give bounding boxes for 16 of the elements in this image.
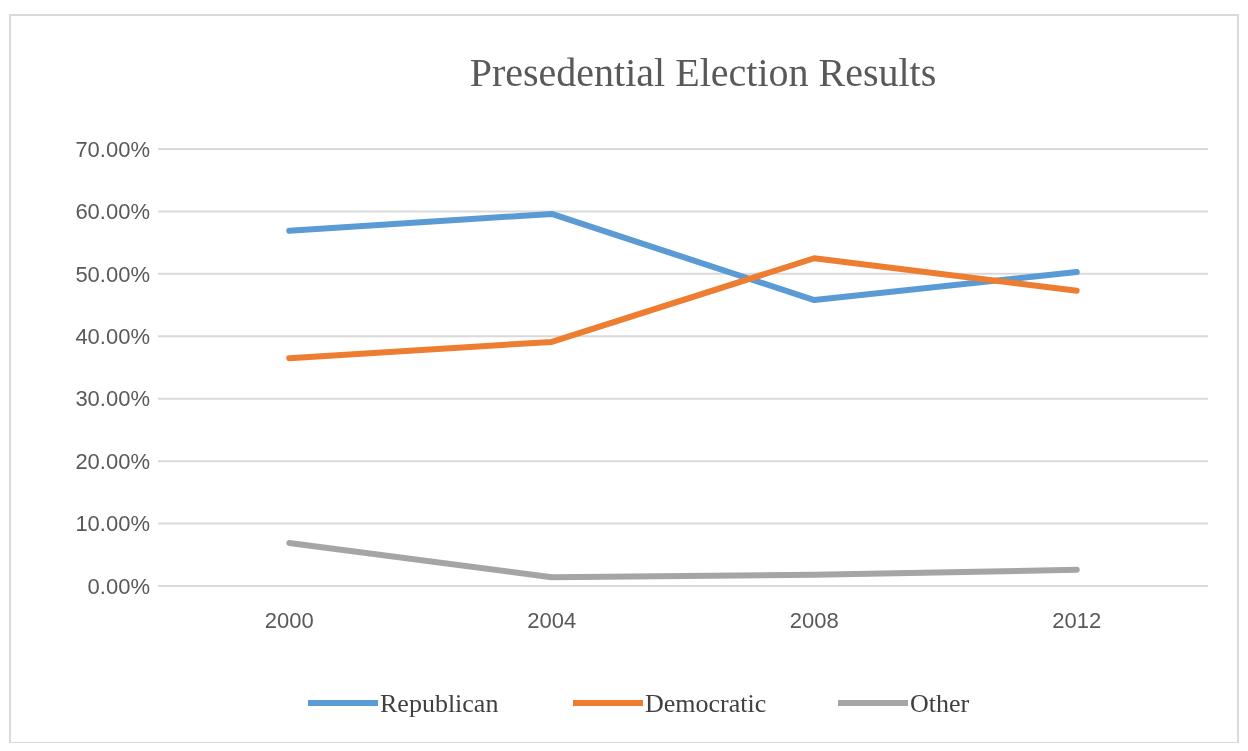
chart-title: Presedential Election Results <box>469 50 937 95</box>
y-tick-label: 40.00% <box>75 323 150 349</box>
legend-label: Republican <box>380 689 499 719</box>
y-tick-label: 20.00% <box>75 448 150 474</box>
y-tick-label: 0.00% <box>87 573 150 599</box>
y-tick-label: 10.00% <box>75 511 150 537</box>
x-tick-label: 2012 <box>1052 608 1102 633</box>
legend-label: Other <box>910 689 970 719</box>
y-tick-label: 30.00% <box>75 386 150 412</box>
legend-label: Democratic <box>645 689 767 719</box>
y-tick-label: 60.00% <box>75 199 150 225</box>
y-tick-label: 50.00% <box>75 261 150 287</box>
x-tick-label: 2000 <box>264 608 314 633</box>
y-tick-label: 70.00% <box>75 136 150 162</box>
x-tick-label: 2008 <box>789 608 839 633</box>
x-tick-label: 2004 <box>527 608 577 633</box>
